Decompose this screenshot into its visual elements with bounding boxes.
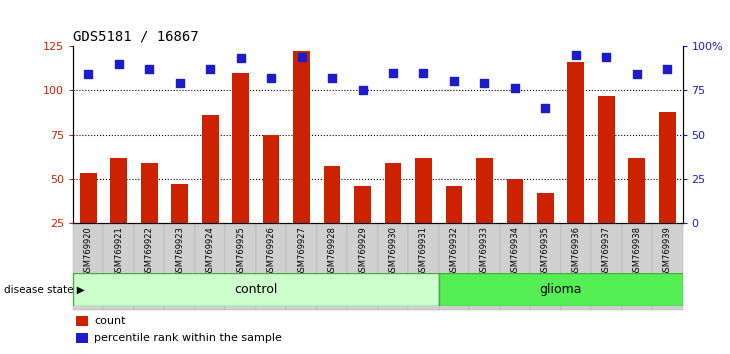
Point bbox=[661, 66, 673, 72]
Point bbox=[235, 56, 247, 61]
Bar bbox=[567, 62, 584, 223]
Bar bbox=[598, 96, 615, 223]
Bar bbox=[476, 158, 493, 223]
Point bbox=[570, 52, 582, 58]
Point bbox=[204, 66, 216, 72]
Point bbox=[357, 87, 369, 93]
Bar bbox=[76, 333, 88, 343]
Point bbox=[448, 79, 460, 84]
Point bbox=[265, 75, 277, 81]
Bar bbox=[537, 193, 554, 223]
Bar bbox=[445, 186, 462, 223]
FancyBboxPatch shape bbox=[439, 273, 683, 306]
Point bbox=[143, 66, 155, 72]
Point bbox=[539, 105, 551, 111]
Point bbox=[113, 61, 125, 67]
Point bbox=[509, 86, 520, 91]
Point bbox=[418, 70, 429, 75]
FancyBboxPatch shape bbox=[73, 273, 439, 306]
Bar bbox=[354, 186, 371, 223]
Point bbox=[387, 70, 399, 75]
Bar bbox=[263, 135, 280, 223]
Bar bbox=[232, 73, 249, 223]
Bar bbox=[507, 179, 523, 223]
Bar bbox=[172, 184, 188, 223]
Text: GDS5181 / 16867: GDS5181 / 16867 bbox=[73, 29, 199, 44]
Bar bbox=[293, 51, 310, 223]
Point bbox=[631, 72, 642, 77]
Point bbox=[326, 75, 338, 81]
Bar bbox=[201, 115, 218, 223]
Point bbox=[174, 80, 185, 86]
Point bbox=[601, 54, 612, 59]
Point bbox=[82, 72, 94, 77]
Text: count: count bbox=[94, 316, 126, 326]
Bar bbox=[323, 166, 340, 223]
Text: percentile rank within the sample: percentile rank within the sample bbox=[94, 333, 283, 343]
Point bbox=[296, 54, 307, 59]
Bar bbox=[76, 316, 88, 326]
Bar bbox=[80, 173, 96, 223]
Point bbox=[479, 80, 491, 86]
Bar bbox=[415, 158, 432, 223]
Text: glioma: glioma bbox=[539, 283, 582, 296]
Bar bbox=[141, 163, 158, 223]
Bar bbox=[110, 158, 127, 223]
Bar bbox=[659, 112, 676, 223]
Bar bbox=[385, 163, 402, 223]
Text: control: control bbox=[234, 283, 277, 296]
Text: disease state ▶: disease state ▶ bbox=[4, 284, 85, 295]
Bar bbox=[629, 158, 645, 223]
